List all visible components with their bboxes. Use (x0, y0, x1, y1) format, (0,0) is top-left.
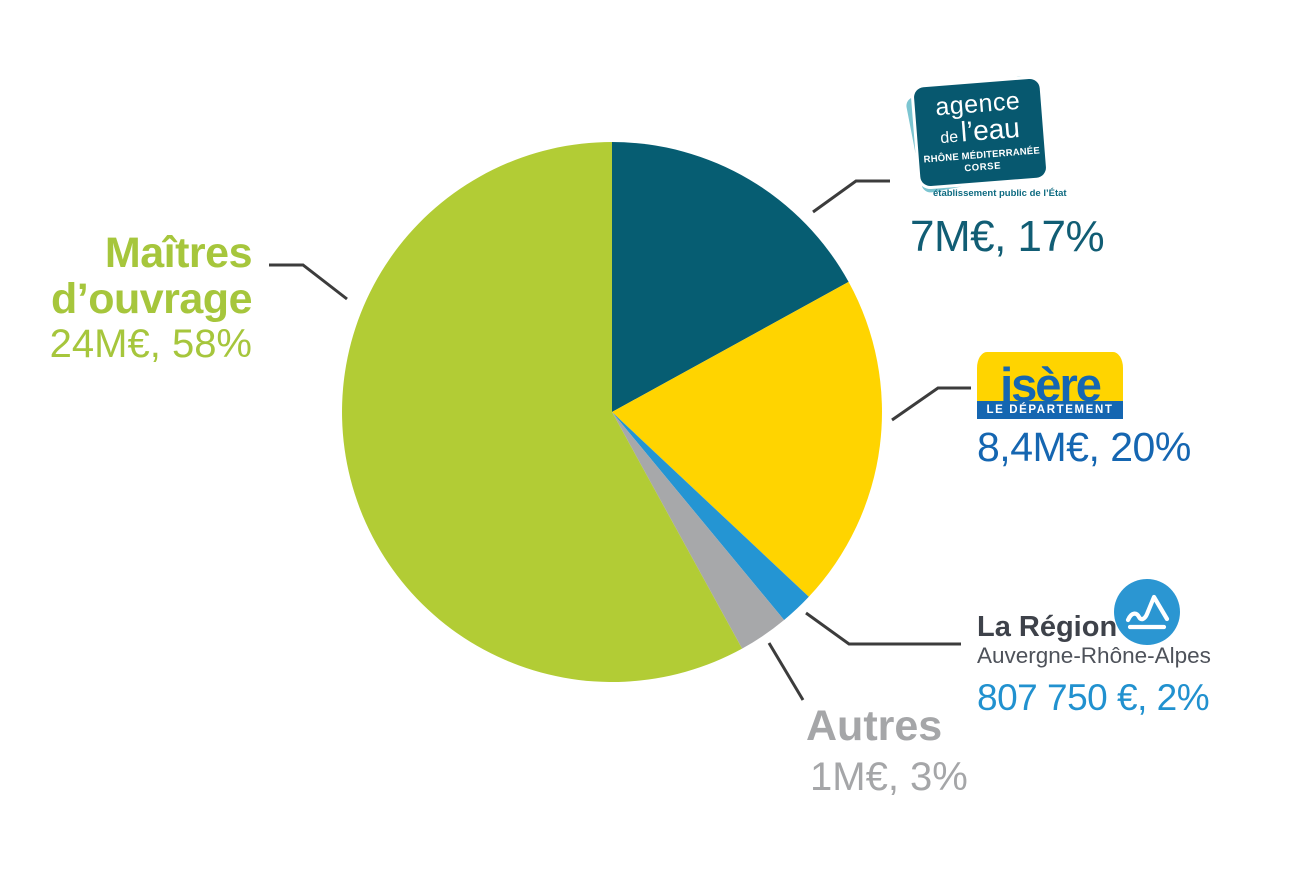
logo-footer-text: établissement public de l’État (933, 188, 1067, 199)
pie-slice-agence-de-leau (612, 142, 849, 412)
pie-slice-isere (612, 281, 882, 597)
logo-tagline-text: LE DÉPARTEMENT (986, 404, 1114, 416)
pie-slice-autres (612, 412, 785, 649)
pie-slice-region-auvergne-rhone-alpes (612, 412, 809, 620)
slice-value-agence: 7M€, 17% (910, 212, 1105, 261)
slice-value-text: 1M€, 3% (810, 755, 968, 800)
logo-blue-bar: LE DÉPARTEMENT (977, 401, 1123, 419)
mountain-icon (1114, 579, 1180, 645)
slice-value-isere: 8,4M€, 20% (977, 424, 1191, 470)
label-autres: Autres 1M€, 3% (806, 702, 968, 800)
slice-value-text: 24M€, 58% (49, 322, 252, 366)
logo-yellow-box: isère (977, 352, 1123, 412)
logo-isere: isère LE DÉPARTEMENT (977, 352, 1123, 419)
leader-line-isere (891, 386, 971, 422)
logo-text: de (939, 128, 959, 148)
slice-label-text: d’ouvrage (51, 275, 253, 323)
region-name-text: La Région (977, 611, 1118, 643)
logo-text: CORSE (963, 159, 1002, 174)
leader-line-autres (767, 642, 805, 701)
slice-label-text: Maîtres (104, 229, 253, 277)
label-maitres-douvrage: Maîtres d’ouvrage 24M€, 58% (28, 229, 253, 367)
region-subtitle-text: Auvergne-Rhône-Alpes (977, 643, 1211, 669)
leader-line-agence-de-leau (812, 179, 890, 214)
leader-line-region-auvergne-rhone-alpes (805, 611, 961, 646)
logo-text: isère (1000, 358, 1102, 412)
logo-main-square: agence de l’eau RHÔNE MÉDITERRANÉE CORSE (913, 78, 1047, 187)
slice-value-region: 807 750 €, 2% (977, 677, 1210, 719)
leader-line-maitres-douvrage (269, 263, 348, 301)
logo-agence-de-leau: agence de l’eau RHÔNE MÉDITERRANÉE CORSE… (904, 75, 1067, 206)
logo-text: l’eau (959, 111, 1021, 148)
slice-label-text: Autres (806, 702, 943, 750)
pie-slice-maitres-douvrage (342, 142, 743, 682)
label-region: La Région Auvergne-Rhône-Alpes 807 750 €… (977, 612, 1211, 719)
